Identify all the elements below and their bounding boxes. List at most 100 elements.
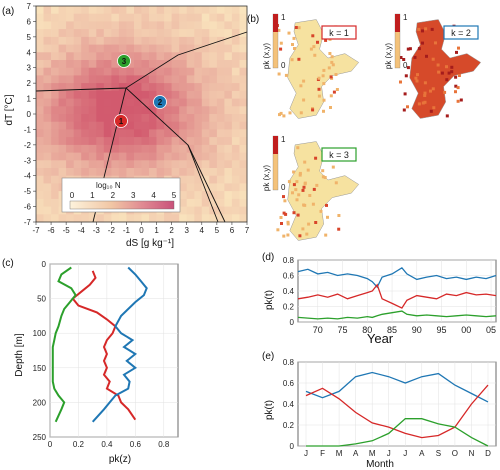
heatmap-cell: [209, 137, 218, 146]
map-cell: [286, 233, 290, 237]
heatmap-cell: [111, 83, 120, 92]
map-cell: [296, 146, 300, 150]
map-cell: [314, 221, 318, 224]
monthly-cycle-chart: J F M A M J J A S O N D 0 0.2 0.4 0.6 0.8: [283, 358, 497, 458]
heatmap-cell: [118, 144, 127, 153]
heatmap-cell: [239, 214, 248, 223]
heatmap-cell: [36, 191, 44, 200]
heatmap-cell: [156, 67, 165, 76]
heatmap-cell: [179, 44, 188, 53]
heatmap-cell: [51, 60, 59, 69]
heatmap-cell: [88, 214, 97, 223]
x-tick-label: -2: [108, 226, 116, 235]
heatmap-cell: [51, 114, 59, 123]
heatmap-cell: [111, 36, 120, 45]
heatmap-cell: [216, 6, 225, 15]
heatmap-cell: [216, 52, 225, 61]
heatmap-cell: [88, 152, 97, 161]
heatmap-cell: [88, 129, 97, 138]
heatmap-cell: [201, 98, 210, 107]
heatmap-cell: [209, 160, 218, 169]
heatmap-cell: [231, 21, 240, 30]
heatmap-cell: [156, 21, 165, 30]
x-tick-label: A: [353, 449, 359, 458]
map-cell: [330, 60, 334, 64]
y-tick-label: -6: [24, 203, 32, 212]
heatmap-cell: [224, 206, 233, 215]
heatmap-cell: [73, 137, 82, 146]
heatmap-cell: [36, 60, 44, 69]
heatmap-cell: [149, 98, 157, 107]
heatmap-cell: [231, 44, 240, 53]
heatmap-cell: [134, 52, 142, 61]
heatmap-cell: [216, 144, 225, 153]
heatmap-cell: [201, 106, 210, 115]
heatmap-cell: [171, 83, 180, 92]
heatmap-cell: [239, 114, 248, 123]
heatmap-cell: [209, 129, 218, 138]
heatmap-cell: [224, 114, 233, 123]
heatmap-cell: [164, 83, 172, 92]
heatmap-cell: [224, 90, 233, 99]
heatmap-cell: [96, 168, 105, 177]
heatmap-cell: [201, 44, 210, 53]
axes-frame: [49, 263, 179, 438]
heatmap-cell: [224, 13, 233, 22]
heatmap-cell: [179, 214, 188, 223]
heatmap-cell: [103, 129, 112, 138]
map-cell: [402, 58, 406, 61]
heatmap-cell: [171, 90, 180, 99]
heatmap-cell: [156, 121, 165, 130]
map-cell: [335, 88, 339, 91]
ylabel-a: dT [°C]: [4, 94, 15, 125]
heatmap-cell: [66, 6, 74, 15]
heatmap-cell: [96, 60, 105, 69]
heatmap-cell: [179, 21, 188, 30]
heatmap-cell: [164, 168, 172, 177]
heatmap-cell: [231, 129, 240, 138]
heatmap-cell: [194, 183, 203, 192]
heatmap-cell: [141, 67, 150, 76]
map-cell: [294, 26, 298, 29]
heatmap-cell: [103, 13, 112, 22]
heatmap-cell: [186, 121, 195, 130]
heatmap-cell: [239, 121, 248, 130]
heatmap-cell: [201, 160, 210, 169]
heatmap-cell: [194, 198, 203, 207]
heatmap-cell: [209, 44, 218, 53]
x-tick-label: A: [419, 449, 425, 458]
map-cell: [312, 187, 316, 191]
heatmap-cell: [96, 214, 105, 223]
map-cell: [313, 53, 317, 57]
heatmap-cell: [118, 44, 127, 53]
heatmap-cell: [186, 44, 195, 53]
heatmap-cell: [43, 121, 52, 130]
heatmap-cell: [111, 29, 120, 38]
heatmap-cell: [224, 6, 233, 15]
heatmap-cell: [231, 83, 240, 92]
heatmap-cell: [36, 152, 44, 161]
heatmap-cell: [239, 75, 248, 84]
heatmap-cell: [36, 44, 44, 53]
heatmap-cell: [239, 160, 248, 169]
y-tick-label: -3: [24, 156, 32, 165]
heatmap-cell: [209, 121, 218, 130]
heatmap-cell: [239, 129, 248, 138]
map-cell: [297, 26, 301, 30]
heatmap-cell: [171, 114, 180, 123]
heatmap-cell: [224, 183, 233, 192]
heatmap-cell: [51, 214, 59, 223]
sea-region-k3: [287, 141, 360, 241]
boundary-line: [187, 144, 226, 223]
heatmap-cell: [134, 6, 142, 15]
heatmap-cell: [51, 129, 59, 138]
heatmap-cell: [88, 52, 97, 61]
heatmap-cell: [224, 36, 233, 45]
heatmap-cell: [224, 98, 233, 107]
map-cell: [292, 183, 296, 187]
heatmap-cell: [43, 106, 52, 115]
heatmap-cell: [81, 214, 90, 223]
map-cell: [296, 213, 300, 217]
series-line-k1: [297, 283, 497, 309]
heatmap-cell: [149, 106, 157, 115]
